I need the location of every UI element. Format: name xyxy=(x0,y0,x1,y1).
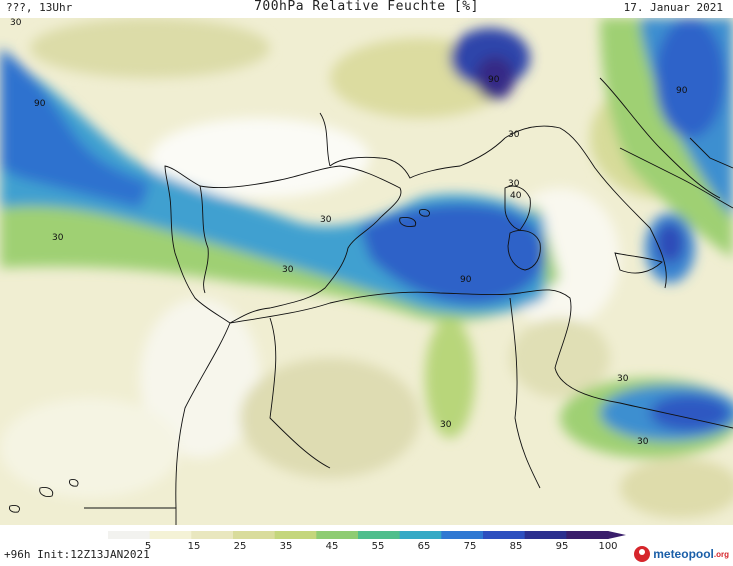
isoline-label: 30 xyxy=(508,179,520,189)
legend-tick: 35 xyxy=(279,541,293,552)
legend-swatch xyxy=(566,531,609,539)
isoline-label: 90 xyxy=(34,99,46,109)
forecast-date: 17. Januar 2021 xyxy=(623,1,723,14)
legend-tick: 95 xyxy=(555,541,569,552)
legend-swatch xyxy=(274,531,317,539)
legend-arrow xyxy=(608,531,626,539)
legend-swatch xyxy=(316,531,359,539)
corner-label: 30 xyxy=(10,18,22,28)
legend-tick: 45 xyxy=(325,541,339,552)
isoline-label: 30 xyxy=(282,265,294,275)
legend-ticks: 5 15 25 35 45 55 65 75 85 95 100 xyxy=(108,541,628,555)
legend-swatch xyxy=(108,531,151,539)
legend-swatch xyxy=(441,531,484,539)
legend-tick: 5 xyxy=(144,541,152,552)
humidity-map: 90 30 90 30 30 30 40 30 90 30 30 30 90 3… xyxy=(0,18,733,525)
logo-tld: .org xyxy=(713,549,729,559)
color-legend xyxy=(108,531,626,539)
legend-tick: 55 xyxy=(371,541,385,552)
isoline-label: 30 xyxy=(637,437,649,447)
isoline-label: 30 xyxy=(508,130,520,140)
legend-tick: 85 xyxy=(509,541,523,552)
legend-swatch xyxy=(358,531,401,539)
isoline-labels: 90 30 90 30 30 30 40 30 90 30 30 30 90 xyxy=(34,75,688,447)
isoline-label: 30 xyxy=(320,215,332,225)
isoline-label: 30 xyxy=(440,420,452,430)
map-title: 700hPa Relative Feuchte [%] xyxy=(254,0,479,14)
forecast-weekday-time: ???, 13Uhr xyxy=(6,1,73,14)
isoline-label: 90 xyxy=(488,75,500,85)
isoline-label: 30 xyxy=(52,233,64,243)
legend-swatch xyxy=(233,531,276,539)
legend-tick: 100 xyxy=(598,541,618,552)
logo-text: meteopool xyxy=(653,547,714,561)
legend-swatch xyxy=(524,531,567,539)
legend-tick: 15 xyxy=(187,541,201,552)
legend-swatch xyxy=(483,531,526,539)
legend-tick: 65 xyxy=(417,541,431,552)
legend-tick: 25 xyxy=(233,541,247,552)
legend-tick: 75 xyxy=(463,541,477,552)
legend-swatch xyxy=(149,531,192,539)
isoline-label: 90 xyxy=(460,275,472,285)
isoline-label: 30 xyxy=(617,374,629,384)
logo-icon xyxy=(634,546,651,562)
legend-swatch xyxy=(191,531,234,539)
model-run-info: +96h Init:12Z13JAN2021 xyxy=(4,548,150,561)
isoline-label: 40 xyxy=(510,191,522,201)
isoline-label: 90 xyxy=(676,86,688,96)
meteopool-logo[interactable]: meteopool .org xyxy=(634,544,729,564)
legend-swatch xyxy=(399,531,442,539)
